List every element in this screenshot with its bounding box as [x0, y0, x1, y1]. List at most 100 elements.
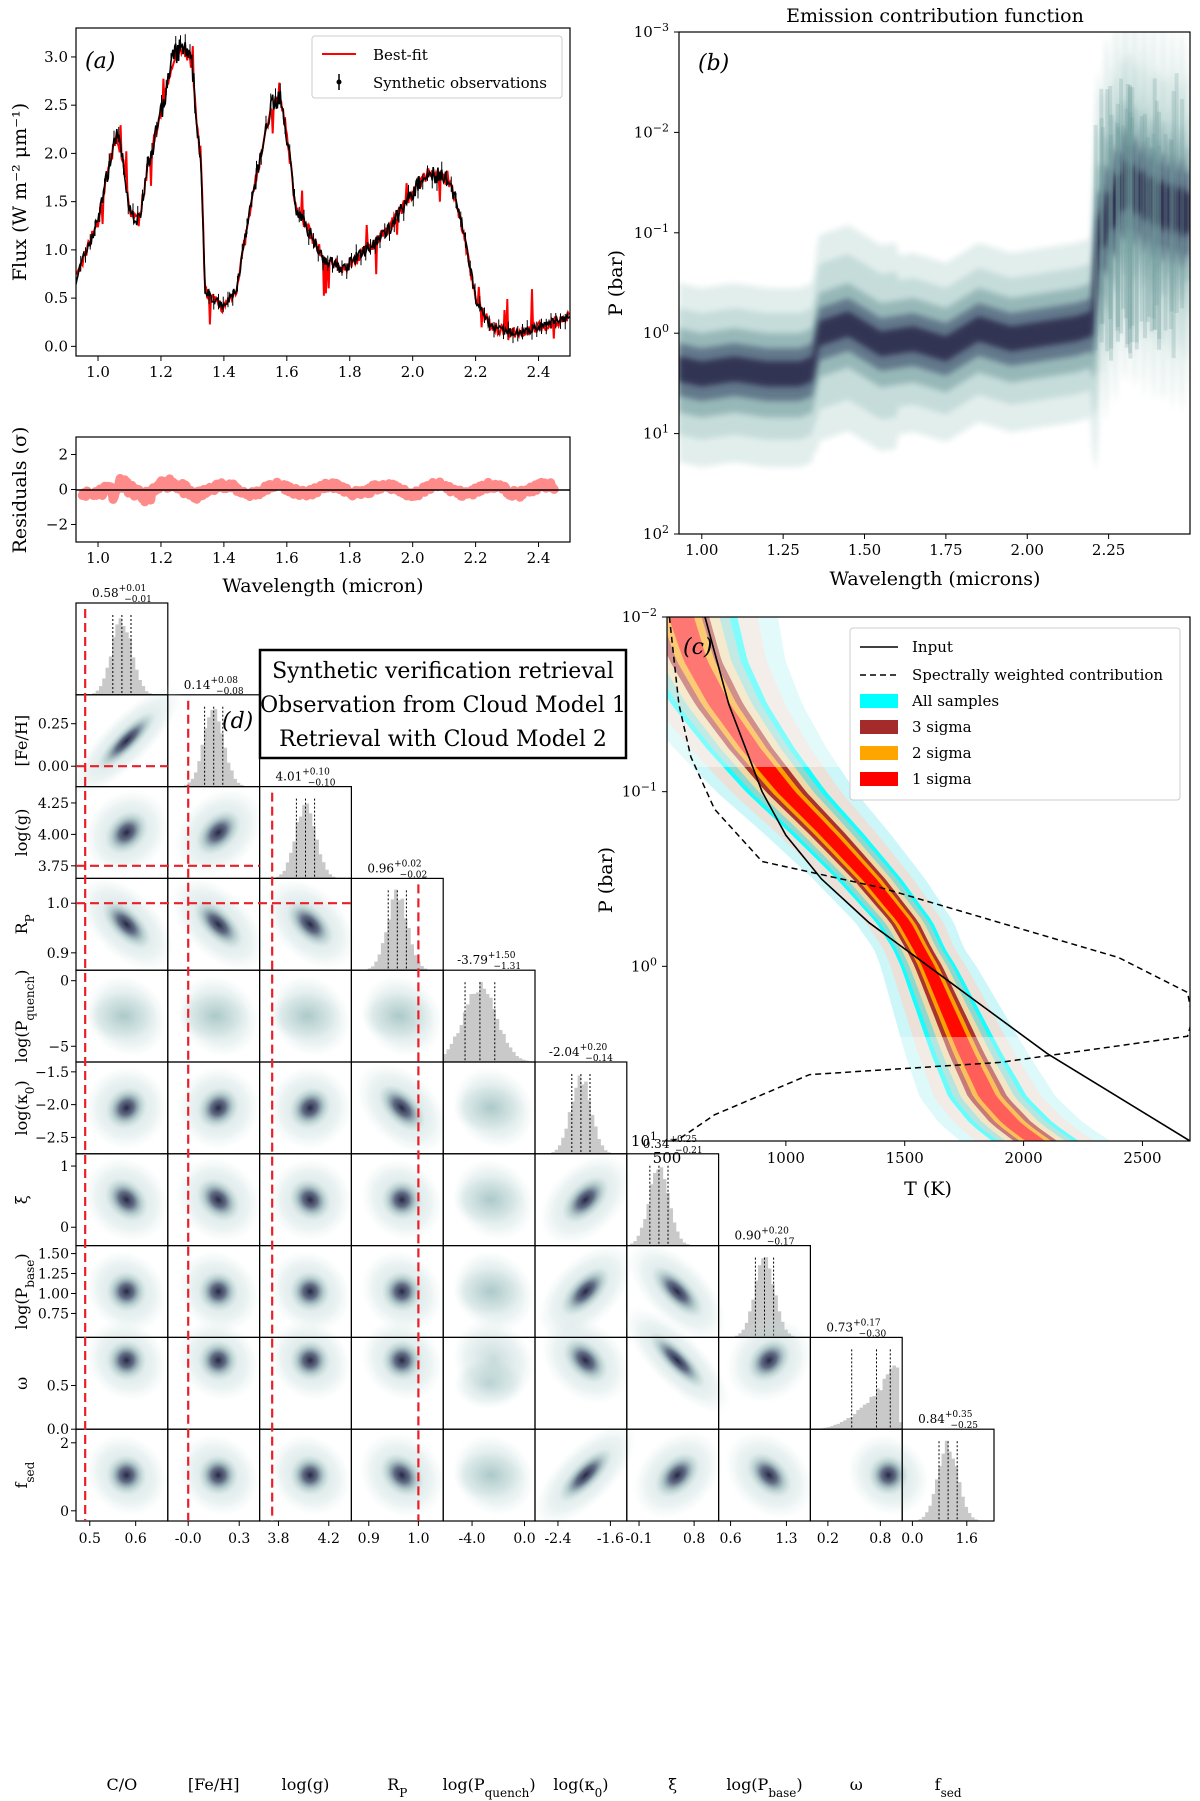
input-profile	[704, 617, 1190, 1141]
x-tick-label: 1.25	[766, 541, 799, 559]
density-9-6	[626, 1428, 722, 1522]
density-core	[97, 711, 156, 770]
x-tick-label: -1.6	[597, 1531, 624, 1547]
histogram-bar	[512, 1051, 516, 1062]
x-axis-label: RP	[387, 1775, 407, 1800]
histogram-bar	[748, 1311, 752, 1338]
histogram-bar	[521, 1059, 526, 1062]
y-axis-label: fsed	[12, 1461, 37, 1488]
histogram-bar	[410, 944, 414, 971]
x-axis-label: C/O	[107, 1775, 138, 1794]
histogram-bar	[190, 778, 195, 787]
density-core	[563, 1338, 608, 1383]
histogram-bar	[308, 813, 313, 879]
histogram-bar	[108, 656, 113, 695]
y-tick-label: 1.25	[38, 1267, 69, 1283]
x-tick-label: 0.6	[719, 1531, 741, 1547]
histogram-bar	[967, 1512, 972, 1521]
histogram-0: 0.58+0.01 −0.01	[75, 584, 169, 696]
pt-y-label: P (bar)	[595, 847, 617, 913]
y-tick-label: −5	[48, 1039, 69, 1055]
spectrum-y-ticks: 0.0 0.5 1.0 1.5 2.0 2.5 3.0	[44, 48, 76, 355]
histogram-bar	[230, 770, 234, 787]
y-tick-label: 10−1	[622, 780, 657, 801]
histogram-bar	[141, 686, 146, 695]
density-core	[453, 1357, 525, 1410]
histogram-bar	[584, 1081, 588, 1154]
density-9-0	[75, 1428, 169, 1522]
x-tick-label: 0.8	[869, 1531, 891, 1547]
histogram-bar	[826, 1427, 831, 1430]
density-5-3	[350, 1061, 448, 1155]
y-tick-label: 0.75	[38, 1306, 69, 1322]
contribution-y-ticks: 10−3 10−2 10−1 100 101 102	[634, 21, 679, 544]
truth-lines	[76, 609, 420, 1521]
histogram-bar	[279, 874, 283, 879]
histogram-bar	[862, 1404, 867, 1430]
histogram-bar	[603, 1150, 608, 1154]
legend-2sigma: 2 sigma	[912, 744, 972, 762]
panel-c-label: (c)	[683, 635, 713, 660]
x-axis-label: log(g)	[282, 1775, 330, 1794]
histogram-bar	[974, 1519, 978, 1521]
x-tick-label: 0.0	[513, 1531, 535, 1547]
y-tick-label: 102	[643, 523, 669, 544]
histogram-bars	[443, 981, 536, 1062]
density-core	[290, 1271, 331, 1312]
x-tick-label: 1.6	[275, 363, 299, 381]
histogram-bar	[944, 1440, 949, 1521]
density-7-4	[442, 1244, 536, 1338]
residuals-panel: 1.0 1.2 1.4 1.6 1.8 2.0 2.2 2.4 −2 0 2 Residuals …	[9, 427, 571, 597]
x-tick-label: 1.0	[407, 1531, 429, 1547]
x-axis-label: log(Pquench)	[443, 1775, 536, 1800]
histogram-bar	[633, 1241, 637, 1246]
residuals-y-label: Residuals (σ)	[9, 427, 31, 554]
histogram-bar	[561, 1137, 565, 1154]
density-core	[290, 1340, 331, 1381]
x-tick-label: 0.9	[358, 1531, 380, 1547]
density-9-7	[717, 1428, 814, 1522]
histogram-bar	[856, 1409, 860, 1430]
histogram-bar	[879, 1390, 883, 1430]
histogram-bars	[76, 618, 169, 695]
histogram-bar	[423, 968, 428, 971]
y-tick-label: 2	[60, 1436, 69, 1452]
legend-1sigma-swatch	[860, 772, 898, 786]
x-tick-label: -2.4	[544, 1531, 571, 1547]
retrieval-note-box: Synthetic verification retrieval Observa…	[258, 648, 628, 760]
histogram-title: -2.04+0.20 −0.14	[549, 1043, 613, 1064]
histogram-bar	[948, 1451, 952, 1521]
histogram-bar	[210, 709, 214, 787]
histogram-bar	[92, 693, 96, 695]
histogram-bar	[502, 1033, 506, 1062]
histogram-bar	[312, 826, 316, 879]
density-core	[102, 899, 151, 949]
histogram-bar	[328, 874, 333, 879]
legend-1sigma: 1 sigma	[912, 770, 972, 788]
histogram-bar	[853, 1414, 857, 1430]
density-9-8	[809, 1428, 930, 1522]
histogram-bar	[298, 816, 303, 879]
histogram-bar	[839, 1422, 844, 1430]
histogram-bar	[941, 1453, 946, 1521]
density-core	[197, 1087, 239, 1129]
density-core	[106, 1340, 147, 1381]
x-tick-label: 1.50	[848, 541, 881, 559]
y-tick-label: 3.0	[44, 48, 68, 66]
histogram-bar	[449, 1043, 454, 1062]
spectrum-panel: 1.0 1.2 1.4 1.6 1.8 2.0 2.2 2.4 0.0 0.5 1.0 1.5 2.0…	[9, 27, 571, 381]
histogram-bar	[761, 1258, 765, 1338]
histogram-bar	[859, 1407, 864, 1430]
note-line-2: Observation from Cloud Model 1	[260, 693, 626, 718]
y-tick-label: 1.50	[38, 1247, 69, 1263]
histogram-bar	[630, 1243, 634, 1246]
histogram-bar	[98, 686, 103, 695]
histogram-bar	[216, 721, 221, 787]
histogram-bar	[184, 784, 188, 787]
histogram-2: 4.01+0.10 −0.10	[259, 768, 353, 879]
y-tick-label: 2	[58, 446, 68, 464]
histogram-bar	[866, 1402, 870, 1430]
histogram-bar	[934, 1479, 939, 1521]
x-tick-label: 1500	[886, 1149, 924, 1167]
y-tick-label: 0.5	[47, 1378, 69, 1394]
